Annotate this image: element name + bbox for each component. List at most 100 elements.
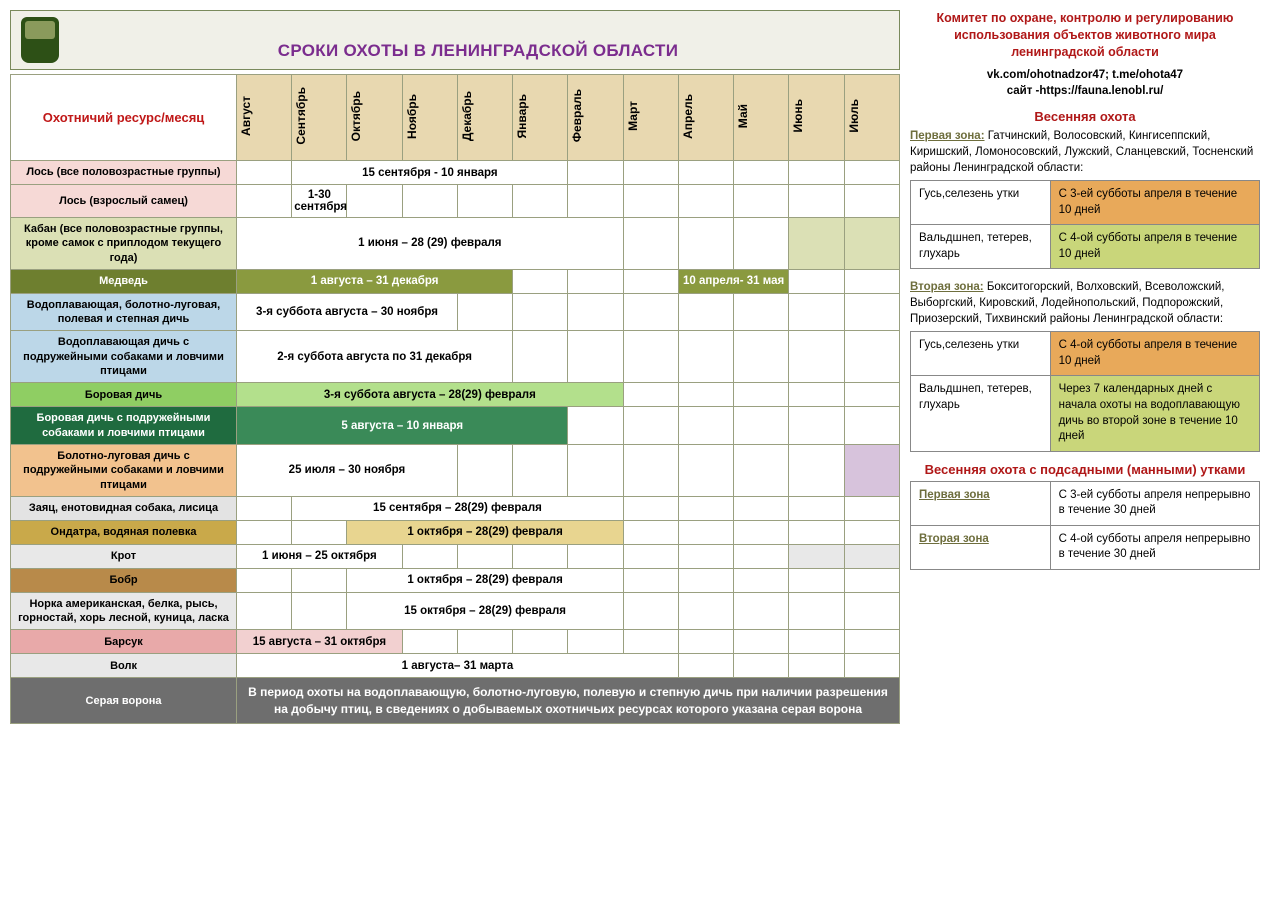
hunting-period: 1 августа – 31 декабря — [237, 269, 513, 293]
empty-cell — [678, 218, 733, 270]
resource-column-header: Охотничий ресурс/месяц — [11, 75, 237, 161]
zone-cell-species: Гусь,селезень утки — [911, 332, 1051, 376]
header-box: СРОКИ ОХОТЫ В ЛЕНИНГРАДСКОЙ ОБЛАСТИ — [10, 10, 900, 70]
empty-cell — [734, 444, 789, 496]
zone-link[interactable]: Вторая зона — [919, 533, 989, 545]
empty-cell — [734, 544, 789, 568]
empty-cell — [513, 185, 568, 218]
empty-cell — [789, 331, 844, 383]
zone1-table: Гусь,селезень уткиС 3-ей субботы апреля … — [910, 180, 1260, 269]
resource-label: Боровая дичь с подружейными собаками и л… — [11, 407, 237, 445]
resource-label: Норка американская, белка, рысь, горност… — [11, 592, 237, 630]
decoy-table: Первая зона С 3-ей субботы апреля непреры… — [910, 481, 1260, 570]
empty-cell — [623, 269, 678, 293]
empty-cell — [678, 496, 733, 520]
empty-cell — [568, 407, 623, 445]
empty-cell — [568, 444, 623, 496]
empty-cell — [678, 520, 733, 544]
empty-cell — [789, 592, 844, 630]
empty-cell — [292, 520, 347, 544]
hunting-period: 1 августа– 31 марта — [237, 654, 679, 678]
empty-cell — [623, 496, 678, 520]
zone-cell-species: Первая зона — [911, 481, 1051, 525]
hunting-calendar-table: Охотничий ресурс/месяц АвгустСентябрьОкт… — [10, 74, 900, 724]
zone2-table: Гусь,селезень уткиС 4-ой субботы апреля … — [910, 331, 1260, 451]
grey-crow-label: Серая ворона — [11, 678, 237, 723]
empty-cell — [678, 444, 733, 496]
empty-cell — [844, 544, 899, 568]
empty-cell — [623, 568, 678, 592]
resource-label: Лось (все половозрастные группы) — [11, 161, 237, 185]
hunting-period: 15 сентября - 10 января — [292, 161, 568, 185]
empty-cell — [513, 630, 568, 654]
empty-cell — [734, 383, 789, 407]
empty-cell — [789, 520, 844, 544]
decoy-hunting-title: Весенняя охота с подсадными (манными) ут… — [910, 462, 1260, 477]
empty-cell — [678, 161, 733, 185]
resource-label: Бобр — [11, 568, 237, 592]
resource-label: Барсук — [11, 630, 237, 654]
empty-cell — [237, 520, 292, 544]
empty-cell — [457, 630, 512, 654]
empty-cell — [568, 293, 623, 331]
empty-cell — [237, 592, 292, 630]
empty-cell — [734, 630, 789, 654]
empty-cell — [678, 383, 733, 407]
month-header: Ноябрь — [402, 75, 457, 161]
empty-cell — [623, 331, 678, 383]
empty-cell — [678, 654, 733, 678]
hunting-period: 3-я суббота августа – 30 ноября — [237, 293, 458, 331]
empty-cell — [457, 444, 512, 496]
committee-title: Комитет по охране, контролю и регулирова… — [910, 10, 1260, 61]
hunting-period: 15 октября – 28(29) февраля — [347, 592, 623, 630]
empty-cell — [678, 592, 733, 630]
empty-cell — [623, 520, 678, 544]
empty-cell — [844, 496, 899, 520]
empty-cell — [844, 161, 899, 185]
empty-cell — [237, 185, 292, 218]
empty-cell — [678, 331, 733, 383]
empty-cell — [513, 293, 568, 331]
hunting-period: 15 сентября – 28(29) февраля — [292, 496, 623, 520]
month-header: Июнь — [789, 75, 844, 161]
zone-cell-species: Вальдшнеп, тетерев, глухарь — [911, 376, 1051, 451]
empty-cell — [623, 218, 678, 270]
empty-cell — [568, 269, 623, 293]
hunting-period: 1-30 сентября — [292, 185, 347, 218]
empty-cell — [678, 568, 733, 592]
links-line-2: сайт -https://fauna.lenobl.ru/ — [910, 83, 1260, 99]
empty-cell — [844, 218, 899, 270]
resource-label: Медведь — [11, 269, 237, 293]
empty-cell — [513, 331, 568, 383]
empty-cell — [678, 544, 733, 568]
zone-cell-species: Гусь,селезень утки — [911, 181, 1051, 225]
empty-cell — [623, 630, 678, 654]
side-panel: Комитет по охране, контролю и регулирова… — [910, 10, 1260, 724]
empty-cell — [844, 269, 899, 293]
empty-cell — [844, 592, 899, 630]
empty-cell — [789, 407, 844, 445]
empty-cell — [844, 407, 899, 445]
empty-cell — [237, 161, 292, 185]
zone-link[interactable]: Первая зона — [919, 489, 990, 501]
empty-cell — [844, 630, 899, 654]
empty-cell — [734, 654, 789, 678]
empty-cell — [734, 161, 789, 185]
zone-cell-period: С 3-ей субботы апреля непрерывно в течен… — [1050, 481, 1259, 525]
month-header: Январь — [513, 75, 568, 161]
zone1-label: Первая зона: — [910, 130, 985, 142]
contact-links: vk.com/ohotnadzor47; t.me/ohota47 сайт -… — [910, 67, 1260, 99]
empty-cell — [513, 269, 568, 293]
empty-cell — [623, 407, 678, 445]
zone2-description: Вторая зона: Бокситогорский, Волховский,… — [910, 279, 1260, 327]
month-header: Август — [237, 75, 292, 161]
empty-cell — [734, 407, 789, 445]
empty-cell — [402, 630, 457, 654]
resource-label: Крот — [11, 544, 237, 568]
empty-cell — [402, 185, 457, 218]
page-title: СРОКИ ОХОТЫ В ЛЕНИНГРАДСКОЙ ОБЛАСТИ — [67, 19, 889, 61]
empty-cell — [734, 293, 789, 331]
empty-cell — [568, 544, 623, 568]
empty-cell — [568, 185, 623, 218]
empty-cell — [347, 185, 402, 218]
